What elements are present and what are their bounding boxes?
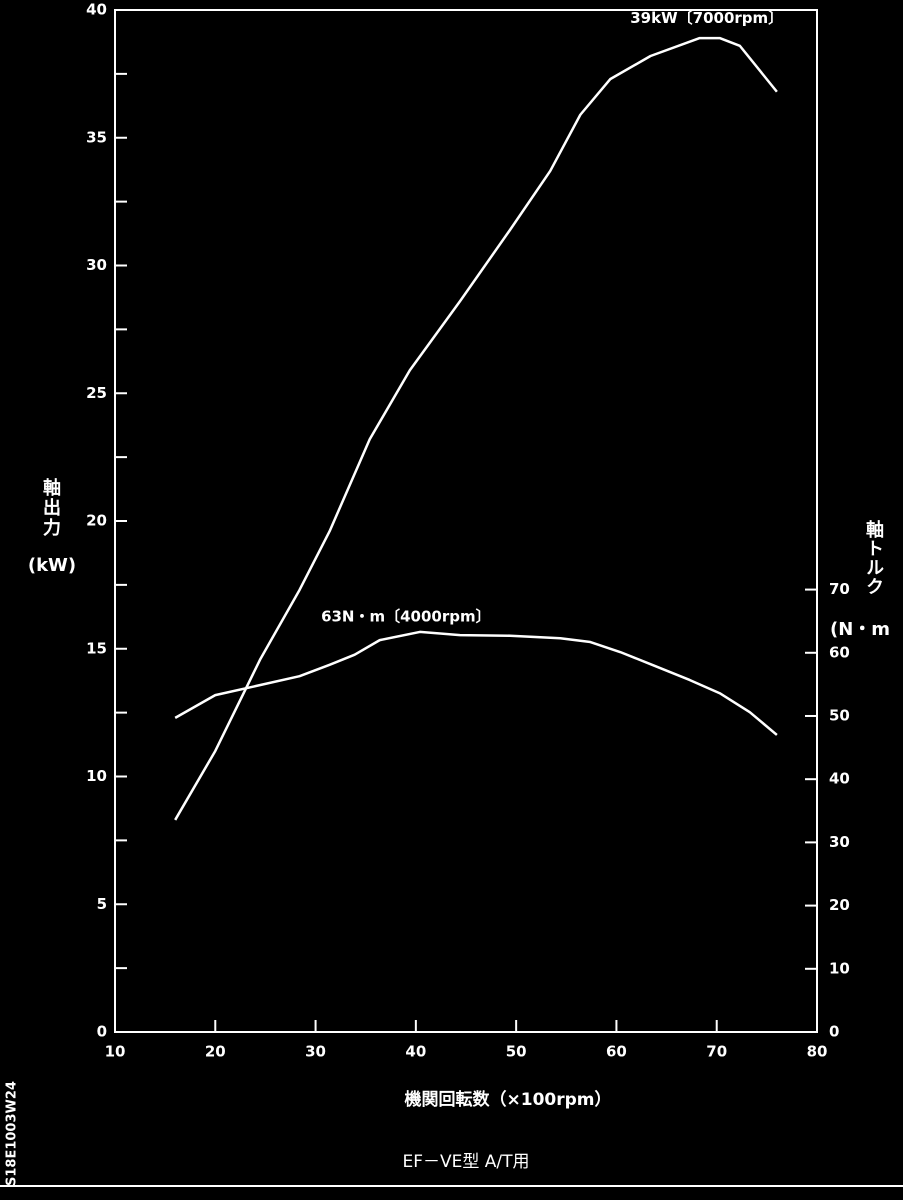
y-axis-unit: (kW) bbox=[28, 555, 76, 576]
y-tick-label: 10 bbox=[86, 767, 107, 785]
y-tick-label: 30 bbox=[86, 256, 107, 274]
y-tick-label: 15 bbox=[86, 639, 107, 657]
y-tick-label: 35 bbox=[86, 128, 107, 146]
subtitle: EF－VE型 A/T用 bbox=[402, 1152, 529, 1172]
y-tick-label: 25 bbox=[86, 384, 107, 402]
y-tick-label: 0 bbox=[97, 1023, 107, 1041]
y2-tick-label: 20 bbox=[829, 896, 850, 914]
x-tick-label: 10 bbox=[105, 1043, 126, 1061]
x-tick-label: 20 bbox=[205, 1043, 226, 1061]
x-tick-label: 30 bbox=[305, 1043, 326, 1061]
y-tick-label: 40 bbox=[86, 1, 107, 19]
y-axis-label: 軸出力 bbox=[40, 477, 61, 538]
x-tick-label: 70 bbox=[706, 1043, 727, 1061]
y2-tick-label: 50 bbox=[829, 706, 850, 724]
series-line bbox=[174, 630, 778, 736]
y2-tick-label: 40 bbox=[829, 770, 850, 788]
y2-tick-label: 30 bbox=[829, 833, 850, 851]
x-tick-label: 80 bbox=[807, 1043, 828, 1061]
x-tick-label: 60 bbox=[606, 1043, 627, 1061]
x-axis-label: 機関回転数（×100rpm） bbox=[405, 1089, 612, 1110]
x-tick-label: 40 bbox=[405, 1043, 426, 1061]
y-tick-label: 5 bbox=[97, 895, 107, 913]
annotation: 39kW〔7000rpm〕 bbox=[630, 9, 783, 27]
annotation: 63N・m〔4000rpm〕 bbox=[321, 607, 491, 625]
figure-code: S18E1003W24 bbox=[5, 1081, 20, 1186]
y2-tick-label: 60 bbox=[829, 643, 850, 661]
plot-frame bbox=[114, 9, 818, 1033]
series-line bbox=[174, 36, 778, 821]
y2-axis-label: 軸トルク bbox=[863, 519, 884, 596]
y2-axis-unit: (N・m bbox=[830, 619, 890, 640]
y2-tick-label: 70 bbox=[829, 580, 850, 598]
y2-tick-label: 10 bbox=[829, 959, 850, 977]
y-tick-label: 20 bbox=[86, 512, 107, 530]
x-tick-label: 50 bbox=[506, 1043, 527, 1061]
y2-tick-label: 0 bbox=[829, 1023, 839, 1041]
